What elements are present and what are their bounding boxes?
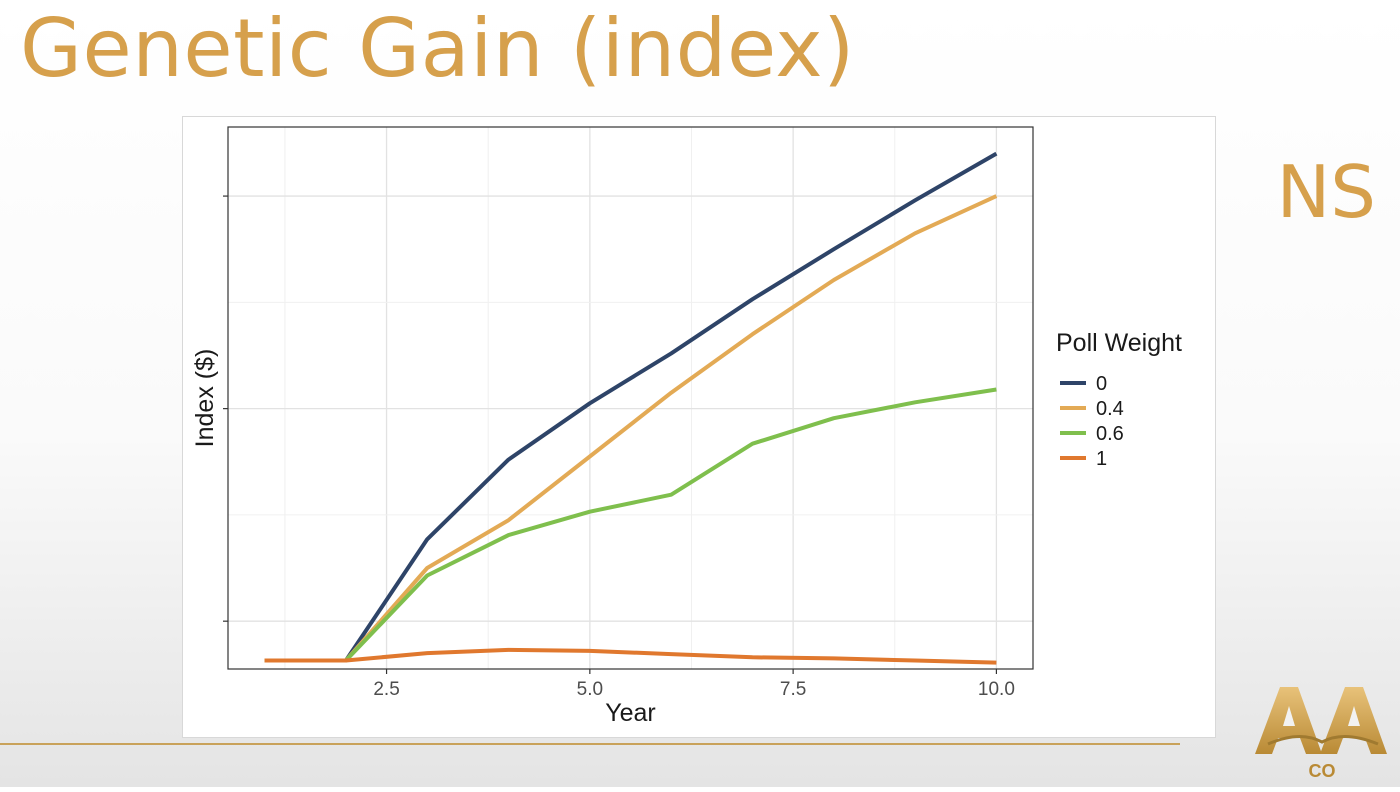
- y-axis-label: Index ($): [191, 349, 219, 448]
- axes: 2.5 5.0 7.5 10.0: [223, 195, 1015, 700]
- footer-rule: [0, 743, 1180, 745]
- legend-label: 0.4: [1096, 398, 1124, 420]
- series-line-1: [264, 647, 997, 665]
- x-tick-label: 5.0: [577, 679, 603, 700]
- x-tick-label: 10.0: [978, 679, 1015, 700]
- svg-text:CO: CO: [1309, 761, 1336, 781]
- legend-title: Poll Weight: [1056, 329, 1182, 357]
- x-tick-label: 2.5: [373, 679, 399, 700]
- chart-frame: 2.5 5.0 7.5 10.0 Year Index ($) Poll Weight…: [182, 116, 1216, 738]
- series-line-0-4: [264, 194, 998, 663]
- grid-lines: [228, 127, 1033, 669]
- legend: Poll Weight 0 0.4 0.6 1: [1056, 329, 1182, 470]
- legend-label: 0.6: [1096, 423, 1124, 445]
- slide-title: Genetic Gain (index): [20, 2, 855, 95]
- legend-label: 1: [1096, 448, 1107, 470]
- line-chart: 2.5 5.0 7.5 10.0 Year Index ($) Poll Weight…: [191, 126, 1182, 727]
- series-line-0: [264, 151, 998, 663]
- x-axis-label: Year: [605, 699, 656, 727]
- side-label-ns: NS: [1276, 150, 1376, 234]
- legend-label: 0: [1096, 373, 1107, 395]
- series-lines: [264, 151, 998, 665]
- x-tick-label: 7.5: [780, 679, 806, 700]
- series-line-0-6: [264, 387, 997, 663]
- plot-panel-border: [227, 126, 1034, 670]
- company-logo: CO: [1250, 682, 1400, 787]
